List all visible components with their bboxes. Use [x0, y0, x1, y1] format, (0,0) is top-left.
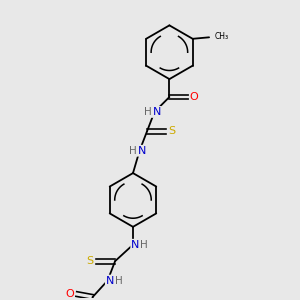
Text: S: S [168, 126, 175, 136]
Text: O: O [65, 289, 74, 299]
Text: S: S [87, 256, 94, 266]
Text: H: H [140, 240, 148, 250]
Text: CH₃: CH₃ [214, 32, 229, 41]
Text: N: N [153, 107, 161, 117]
Text: H: H [129, 146, 137, 156]
Text: N: N [106, 276, 114, 286]
Text: N: N [131, 240, 140, 250]
Text: O: O [190, 92, 199, 102]
Text: H: H [115, 276, 123, 286]
Text: H: H [144, 107, 152, 117]
Text: N: N [138, 146, 146, 156]
